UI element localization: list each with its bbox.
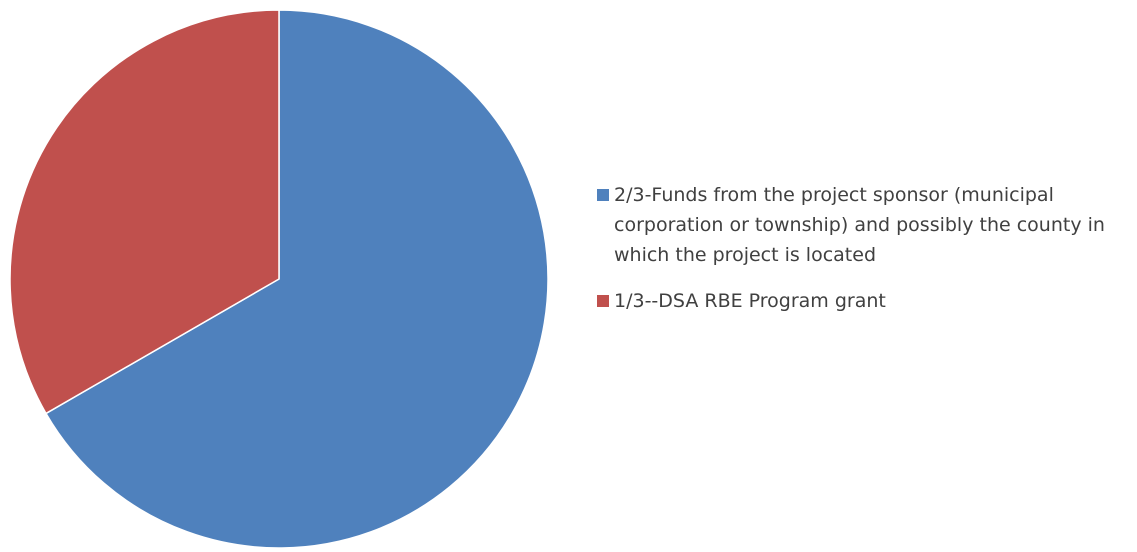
legend-item-sponsor-funds: 2/3-Funds from the project sponsor (muni… [597,180,1137,270]
legend-item-rbe-grant: 1/3--DSA RBE Program grant [597,286,1137,316]
legend-label-sponsor-funds: 2/3-Funds from the project sponsor (muni… [614,184,1105,266]
legend-swatch-rbe-grant [597,295,609,307]
pie-slice-rbe-grant [9,9,280,415]
legend: 2/3-Funds from the project sponsor (muni… [597,180,1137,316]
legend-swatch-sponsor-funds [597,189,609,201]
pie-chart [9,9,549,549]
pie-slice-sponsor-funds [44,9,549,549]
legend-label-rbe-grant: 1/3--DSA RBE Program grant [614,290,886,312]
